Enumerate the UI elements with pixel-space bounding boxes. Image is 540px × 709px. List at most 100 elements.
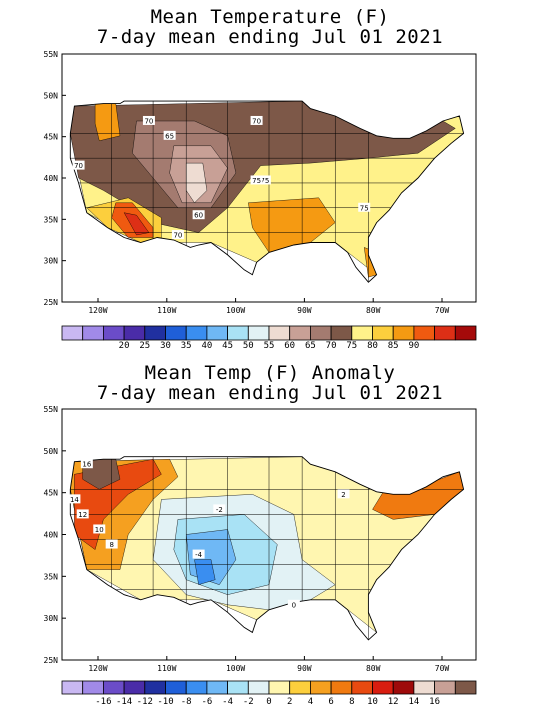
lat-tick-label: 50N (44, 91, 59, 100)
colorbar-label: 20 (119, 341, 130, 351)
lon-tick-label: 110W (157, 306, 176, 315)
colorbar: -16 -14 -12 -10 -8 -6 -4 -2 0 2 4 6 8 10 12 14 16 (61, 680, 477, 707)
lat-tick-label: 55N (44, 50, 59, 59)
colorbar-swatch (123, 680, 146, 695)
lat-tick-label: 35N (44, 572, 59, 581)
lat-tick-label: 45N (44, 489, 59, 498)
contour-label-bg (213, 504, 226, 514)
shaded-field (70, 456, 464, 633)
colorbar-label: 80 (367, 341, 378, 351)
contour-label-bg (250, 175, 263, 185)
colorbar-swatch (289, 325, 311, 341)
colorbar-label: 40 (201, 341, 212, 351)
colorbar-swatch (330, 325, 353, 341)
colorbar-label: -10 (157, 697, 173, 707)
colorbar-label: 6 (328, 697, 333, 707)
colorbar-swatch (247, 325, 270, 341)
colorbar-swatch (227, 325, 249, 341)
contour-label-bg (358, 202, 371, 212)
colorbar-label: -14 (116, 697, 132, 707)
shaded-region (194, 559, 216, 585)
colorbar-label: 25 (139, 341, 150, 351)
colorbar-label: -12 (137, 697, 153, 707)
contour-label-bg (337, 489, 350, 499)
contour-label-bg (287, 599, 300, 609)
contour-label-bg (72, 160, 85, 170)
contour-label-bg (192, 210, 205, 220)
contour-label: 60 (194, 212, 203, 220)
us-outline (69, 456, 465, 641)
colorbar-label: 2 (287, 697, 292, 707)
shaded-region (94, 103, 121, 142)
colorbar-swatch (61, 680, 84, 695)
contour-label-bg (250, 115, 263, 125)
colorbar-swatch (454, 325, 477, 341)
colorbar-swatch (413, 680, 435, 695)
contour-label-bg (93, 524, 106, 534)
lon-tick-label: 110W (157, 664, 176, 673)
colorbar-swatch (206, 325, 228, 341)
colorbar-label: 35 (181, 341, 192, 351)
lat-tick-label: 40N (44, 174, 59, 183)
colorbar: 20 25 30 35 40 45 50 55 60 65 70 75 80 85 90 (61, 325, 477, 351)
lon-tick-label: 90W (297, 306, 312, 315)
lon-tick-label: 80W (366, 306, 381, 315)
colorbar-swatch (268, 325, 291, 341)
colorbar-swatch (454, 680, 477, 695)
colorbar-label: 55 (264, 341, 275, 351)
lat-tick-label: 55N (44, 405, 59, 414)
colorbar-swatch (144, 680, 166, 695)
map-title-line2: 7-day mean ending Jul 01 2021 (96, 26, 444, 48)
contour-label: 70 (144, 117, 153, 125)
contour-label: 12 (78, 511, 87, 519)
lon-tick-label: 80W (366, 664, 381, 673)
lat-tick-label: 50N (44, 447, 59, 456)
colorbar-swatch (413, 325, 435, 341)
colorbar-swatch (309, 680, 332, 695)
colorbar-label: 30 (160, 341, 171, 351)
contour-label-bg (68, 494, 81, 504)
colorbar-swatch (144, 325, 166, 341)
colorbar-label: 50 (243, 341, 254, 351)
colorbar-swatch (247, 680, 270, 695)
contour-label: -2 (216, 506, 223, 514)
lon-tick-label: 120W (88, 664, 107, 673)
colorbar-swatch (268, 680, 291, 695)
contour-label: 0 (292, 601, 296, 609)
map-title-line2: 7-day mean ending Jul 01 2021 (96, 382, 444, 404)
contour-label-bg (163, 130, 176, 140)
colorbar-swatch (206, 680, 228, 695)
lon-tick-label: 70W (435, 306, 450, 315)
lon-tick-label: 100W (226, 306, 245, 315)
colorbar-label: 4 (308, 697, 313, 707)
lon-tick-label: 90W (297, 664, 312, 673)
contour-label: 75 (360, 204, 369, 212)
contour-label-bg (105, 539, 118, 549)
contour-label-bg (171, 230, 184, 240)
colorbar-swatch (165, 680, 187, 695)
colorbar-label: 10 (367, 697, 378, 707)
colorbar-swatch (434, 680, 456, 695)
colorbar-swatch (372, 325, 394, 341)
contour-label: 16 (82, 461, 91, 469)
colorbar-swatch (392, 680, 415, 695)
map-title-line1: Mean Temperature (F) (150, 6, 390, 28)
contour-label-bg (142, 115, 155, 125)
contour-label: 65 (165, 132, 174, 140)
colorbar-label: 75 (346, 341, 357, 351)
lat-tick-label: 25N (44, 656, 59, 665)
contour-label: 8 (109, 541, 113, 549)
colorbar-swatch (185, 680, 208, 695)
colorbar-swatch (289, 680, 311, 695)
us-outline (69, 100, 465, 283)
colorbar-label: -6 (201, 697, 212, 707)
lat-tick-label: 35N (44, 215, 59, 224)
colorbar-swatch (392, 325, 415, 341)
colorbar-swatch (61, 325, 84, 341)
colorbar-label: 70 (326, 341, 337, 351)
contour-label: 70 (74, 162, 83, 170)
lat-tick-label: 30N (44, 257, 59, 266)
colorbar-swatch (309, 325, 332, 341)
